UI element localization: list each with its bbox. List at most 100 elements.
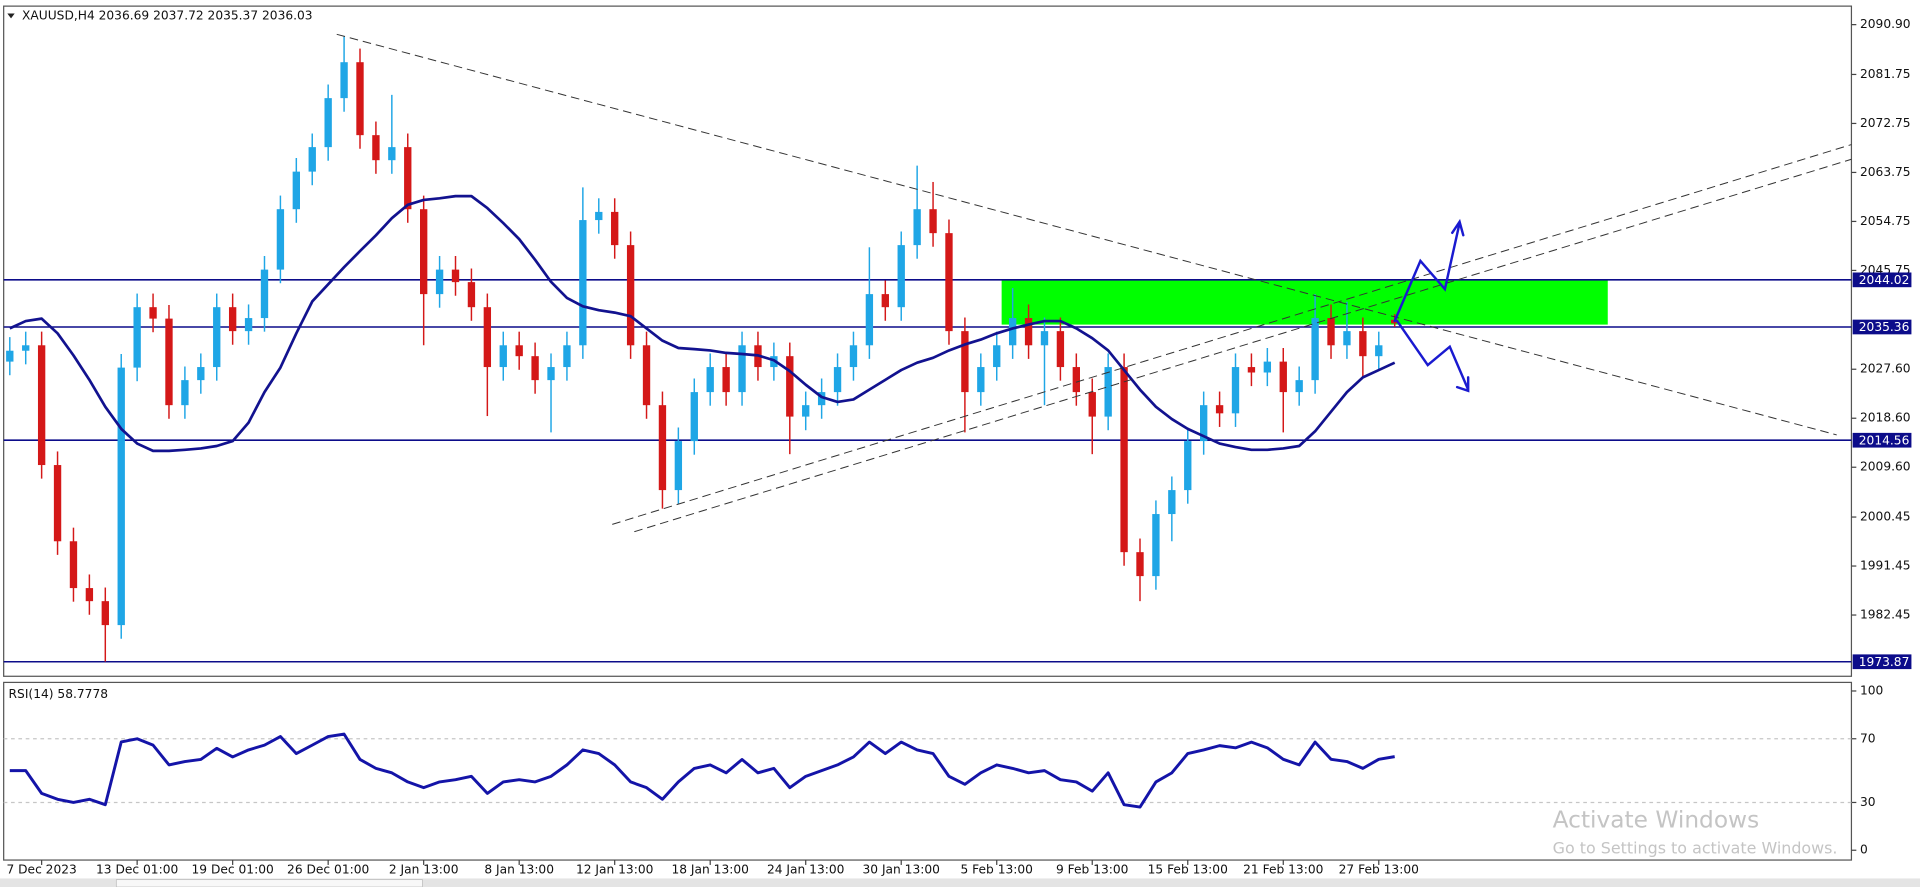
candle-body bbox=[53, 465, 62, 542]
candle-body bbox=[865, 294, 874, 346]
level-label: 2044.02 bbox=[1859, 273, 1910, 287]
candle-body bbox=[929, 209, 937, 234]
chart-tab[interactable] bbox=[115, 879, 423, 887]
candle-body bbox=[1311, 318, 1319, 381]
x-tick-label: 21 Feb 13:00 bbox=[1243, 862, 1323, 876]
candle-body bbox=[1215, 405, 1224, 414]
y-tick-label: 100 bbox=[1860, 683, 1883, 697]
candle-body bbox=[197, 367, 205, 381]
candle-body bbox=[595, 211, 603, 221]
candle-body bbox=[563, 345, 571, 368]
level-tag bbox=[1852, 432, 1912, 448]
candle-body bbox=[467, 282, 476, 308]
candle-body bbox=[260, 269, 269, 319]
candle-body bbox=[961, 331, 969, 393]
candle-body bbox=[945, 233, 953, 332]
candle-body bbox=[117, 367, 125, 626]
zone bbox=[1001, 279, 1608, 325]
candle-body bbox=[674, 441, 683, 491]
candle-body bbox=[1231, 367, 1240, 414]
candle-body bbox=[817, 392, 826, 406]
candle-body bbox=[133, 307, 141, 368]
y-tick-label: 70 bbox=[1860, 731, 1876, 745]
y-tick-label: 1991.45 bbox=[1860, 559, 1911, 573]
candle-body bbox=[547, 367, 555, 381]
candle-body bbox=[356, 62, 364, 136]
indicator-line bbox=[9, 732, 1395, 809]
symbol-header: XAUUSD,H4 2036.69 2037.72 2035.37 2036.0… bbox=[22, 8, 313, 22]
candle-body bbox=[1024, 318, 1033, 346]
candle-body bbox=[1247, 367, 1256, 373]
y-tick-label: 2081.75 bbox=[1860, 67, 1911, 81]
candle-body bbox=[531, 356, 539, 381]
candle-body bbox=[1120, 367, 1128, 553]
y-tick-label: 2063.75 bbox=[1860, 165, 1911, 179]
x-tick-label: 9 Feb 13:00 bbox=[1056, 862, 1128, 876]
y-tick-label: 2072.75 bbox=[1860, 116, 1911, 130]
candle-body bbox=[85, 588, 94, 602]
level-tag bbox=[1852, 319, 1912, 335]
y-tick-label: 2054.75 bbox=[1860, 214, 1911, 228]
candle-body bbox=[722, 367, 730, 393]
x-tick-label: 12 Jan 13:00 bbox=[576, 862, 653, 876]
candle-body bbox=[1008, 318, 1017, 346]
candle-body bbox=[738, 345, 746, 393]
candle-body bbox=[658, 405, 667, 491]
x-tick-label: 13 Dec 01:00 bbox=[96, 862, 178, 876]
candle-body bbox=[292, 171, 300, 210]
y-tick-label: 2090.90 bbox=[1860, 17, 1911, 31]
watermark-subtitle: Go to Settings to activate Windows. bbox=[1553, 839, 1838, 858]
candle-body bbox=[626, 245, 635, 346]
candle-body bbox=[913, 209, 921, 246]
candle-body bbox=[1295, 380, 1303, 393]
rsi-pane bbox=[3, 681, 1853, 861]
level-label: 2014.56 bbox=[1859, 433, 1910, 447]
y-tick-label: 2018.60 bbox=[1860, 411, 1911, 425]
candle-body bbox=[1359, 331, 1367, 357]
candle-body bbox=[1072, 367, 1080, 393]
y-tick-label: 2000.45 bbox=[1860, 510, 1911, 524]
candle-body bbox=[6, 350, 14, 362]
candle-body bbox=[579, 220, 587, 346]
candle-body bbox=[340, 62, 348, 99]
candle-body bbox=[37, 345, 46, 466]
level-tag bbox=[1852, 272, 1912, 288]
candle-body bbox=[611, 211, 619, 246]
plot: 2090.902081.752072.752063.752054.752045.… bbox=[3, 17, 1912, 876]
y-tick-label: 2009.60 bbox=[1860, 460, 1911, 474]
indicator-title: RSI(14) 58.7778 bbox=[9, 687, 108, 701]
y-tick-label: 2027.60 bbox=[1860, 362, 1911, 376]
trendline bbox=[634, 158, 1852, 533]
candle-body bbox=[1343, 331, 1351, 346]
x-tick-label: 7 Dec 2023 bbox=[6, 862, 76, 876]
moving-average bbox=[9, 194, 1396, 453]
bear-arrow bbox=[1395, 319, 1470, 393]
candle-body bbox=[833, 367, 842, 393]
candle-body bbox=[993, 345, 1001, 368]
candle-body bbox=[1040, 331, 1049, 346]
y-tick-label: 30 bbox=[1860, 795, 1876, 809]
candle-body bbox=[451, 269, 460, 283]
x-tick-label: 19 Dec 01:00 bbox=[192, 862, 274, 876]
x-tick-label: 2 Jan 13:00 bbox=[389, 862, 459, 876]
x-tick-label: 30 Jan 13:00 bbox=[863, 862, 940, 876]
candle-body bbox=[706, 367, 714, 393]
y-tick-label: 1982.45 bbox=[1860, 608, 1911, 622]
candle-body bbox=[276, 209, 285, 270]
candle-body bbox=[1263, 361, 1272, 373]
candle-body bbox=[690, 392, 698, 442]
x-tick-label: 5 Feb 13:00 bbox=[961, 862, 1033, 876]
x-tick-label: 15 Feb 13:00 bbox=[1148, 862, 1228, 876]
candle-body bbox=[897, 245, 905, 308]
candle-body bbox=[1375, 345, 1383, 357]
trendline bbox=[612, 144, 1852, 525]
candle-body bbox=[483, 307, 492, 368]
candle-body bbox=[324, 98, 332, 148]
candle-body bbox=[1200, 405, 1208, 442]
menu-arrow[interactable] bbox=[7, 13, 15, 19]
candle-body bbox=[308, 147, 316, 172]
candle-body bbox=[101, 601, 109, 626]
candle-body bbox=[786, 356, 794, 417]
